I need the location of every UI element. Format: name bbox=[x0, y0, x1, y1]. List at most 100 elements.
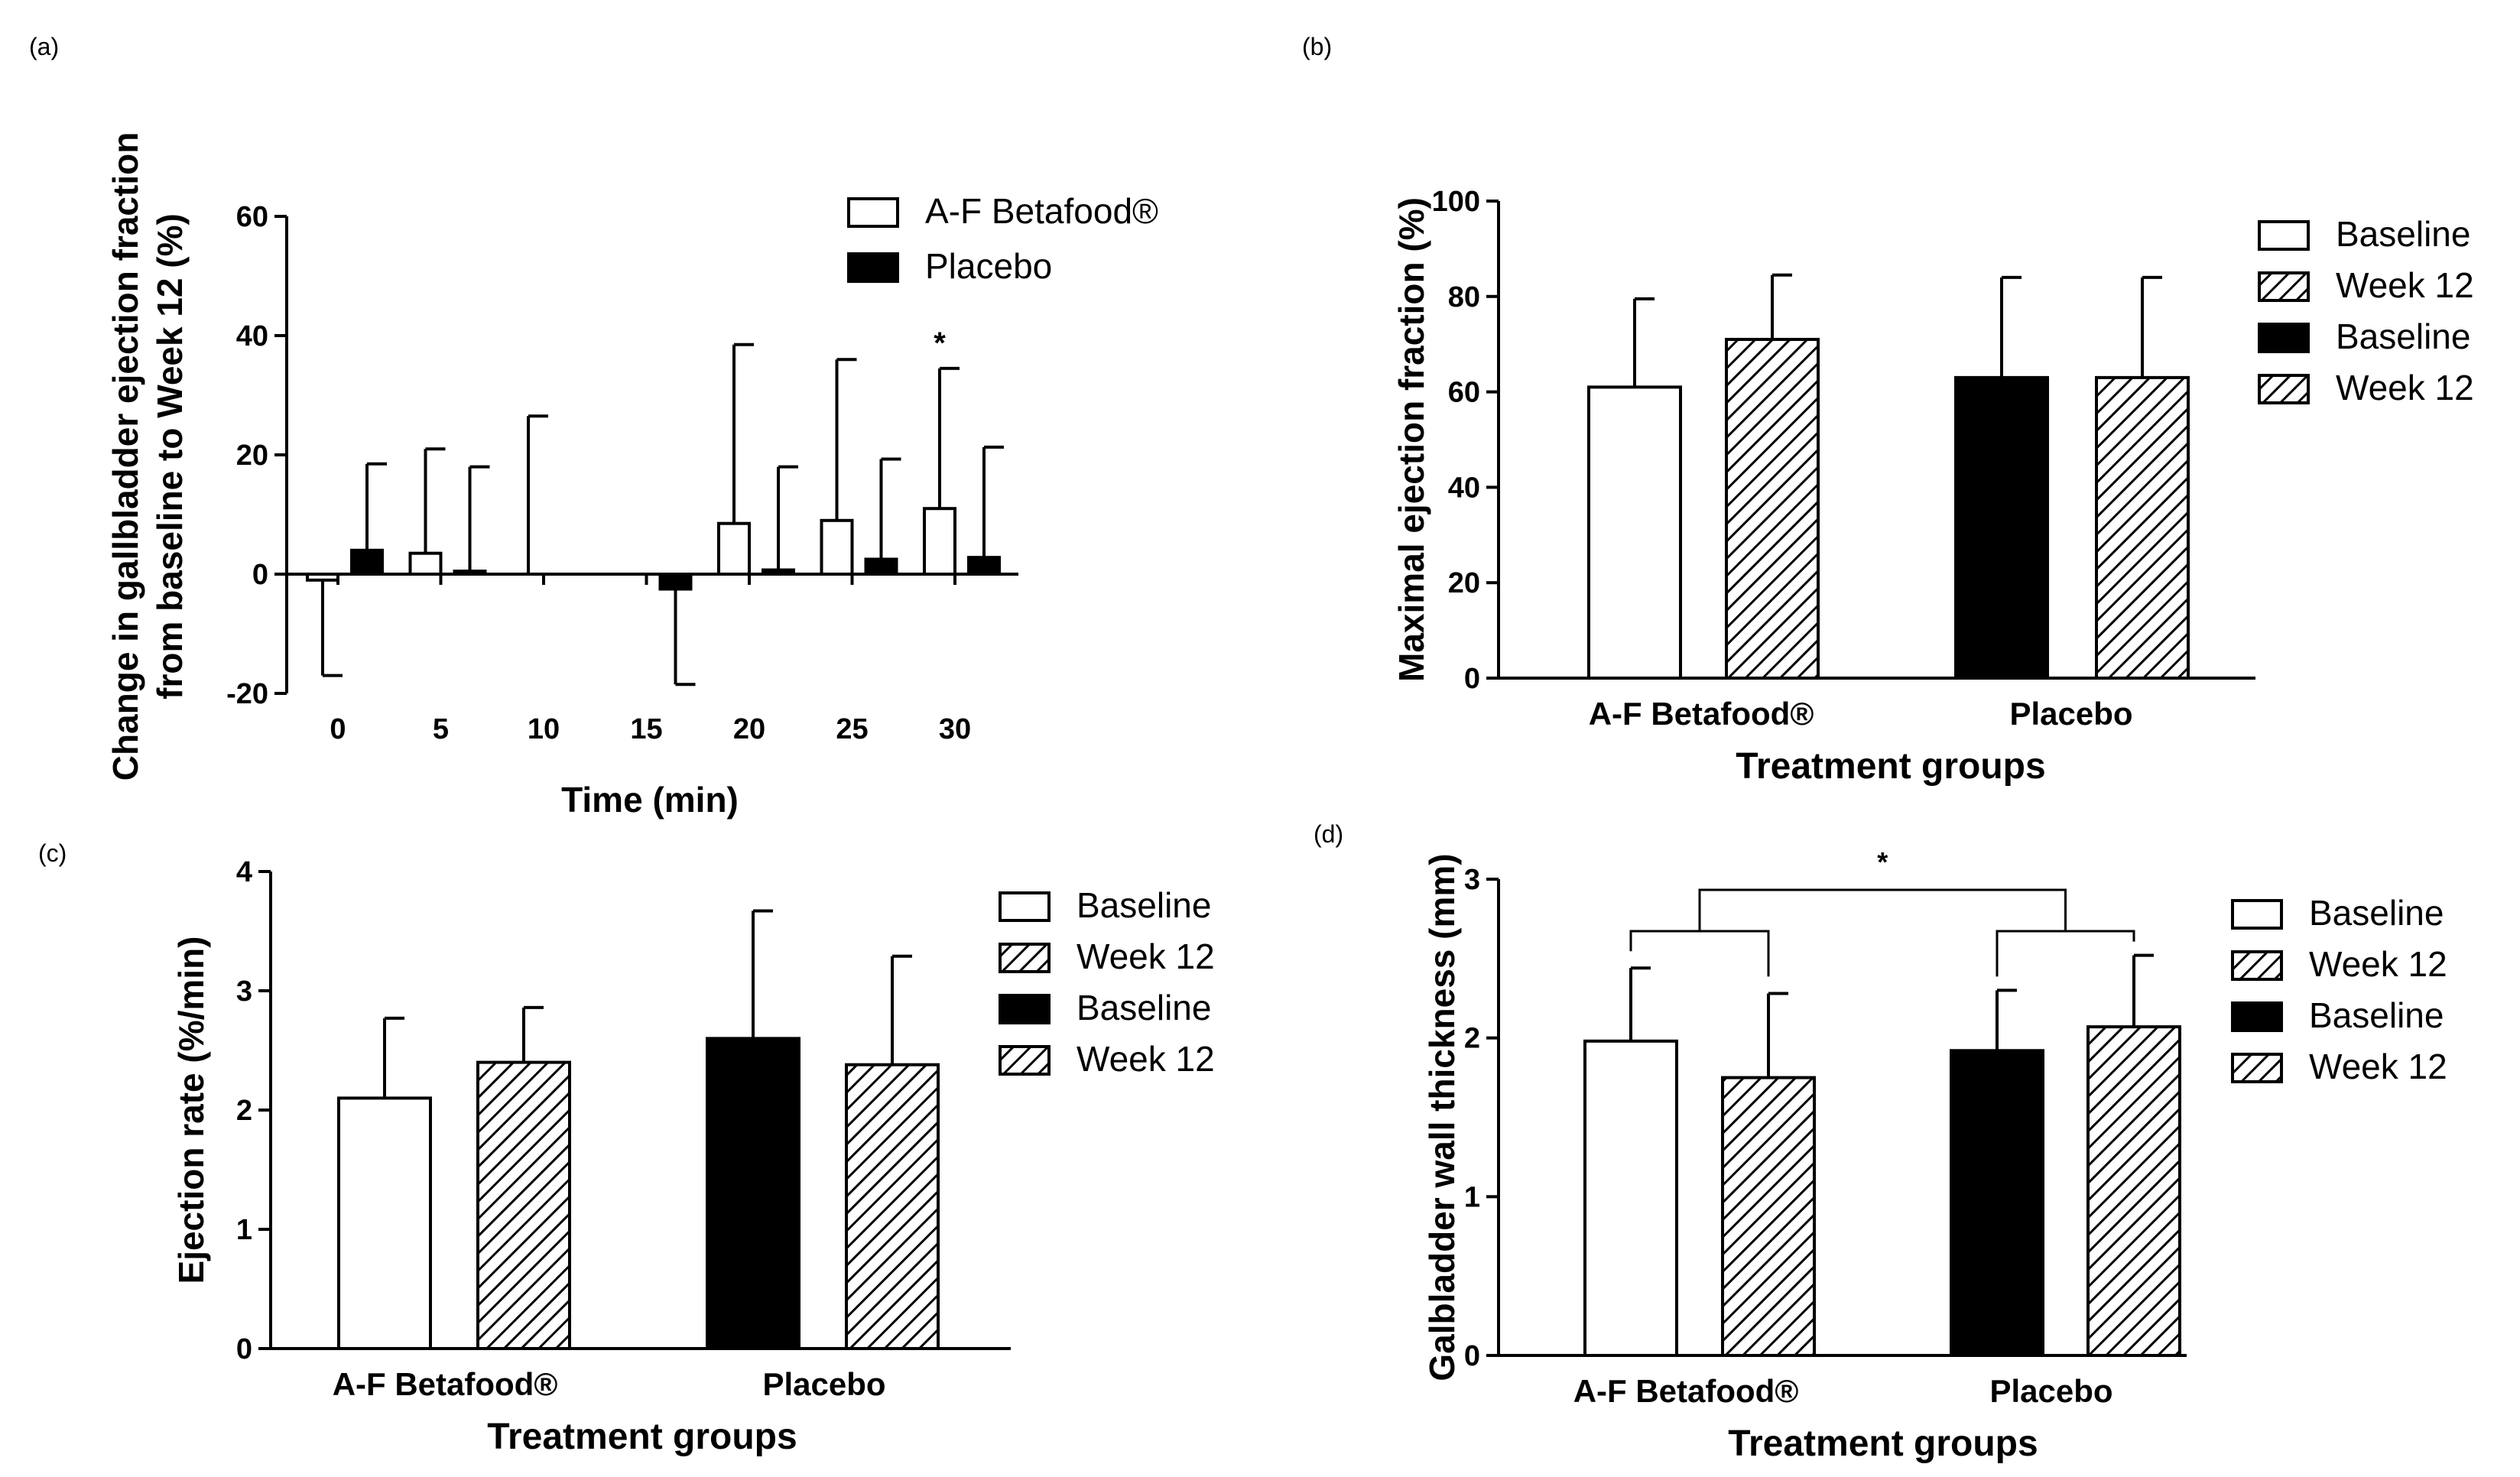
legend-swatch bbox=[2258, 271, 2310, 302]
significance-bracket bbox=[1629, 930, 1770, 977]
chart-c: 0 1 2 3 4 A-F Betafood® Placebo Treatment group… bbox=[171, 856, 1215, 1457]
x-category-label: A-F Betafood® bbox=[1589, 696, 1814, 732]
significance-star: * bbox=[1877, 846, 1888, 878]
legend-swatch bbox=[2231, 1053, 2283, 1083]
y-tick-label: 60 bbox=[236, 201, 268, 233]
significance-star: * bbox=[934, 326, 946, 360]
bar bbox=[453, 570, 487, 576]
y-tick-label: 100 bbox=[1432, 186, 1480, 218]
legend-swatch bbox=[2258, 374, 2310, 404]
legend-label: Week 12 bbox=[1077, 1039, 1215, 1079]
y-tick-label: 20 bbox=[1448, 567, 1480, 599]
legend-label: A-F Betafood® bbox=[925, 191, 1158, 231]
x-axis-title: Treatment groups bbox=[1728, 1423, 2038, 1464]
legend-label: Baseline bbox=[2336, 316, 2470, 356]
bar bbox=[706, 1037, 800, 1351]
legend-label: Baseline bbox=[1077, 988, 1211, 1027]
legend-label: Week 12 bbox=[2336, 265, 2474, 305]
bar bbox=[306, 573, 339, 582]
x-category-label: Placebo bbox=[762, 1366, 885, 1402]
x-tick-label: 20 bbox=[733, 713, 765, 745]
panel-b: (b) 0 20 40 60 80 100 A-F Betafood® Placebo Trea… bbox=[1302, 33, 2474, 787]
legend-swatch bbox=[999, 1045, 1051, 1076]
panel-label-a: (a) bbox=[29, 33, 59, 60]
bar bbox=[923, 507, 956, 576]
legend-label: Week 12 bbox=[1077, 937, 1215, 976]
significance-bracket bbox=[1996, 930, 2135, 977]
x-tick-label: 5 bbox=[433, 713, 449, 745]
y-tick-label: 0 bbox=[1464, 663, 1480, 695]
legend-label: Baseline bbox=[2336, 214, 2470, 254]
x-axis-title: Treatment groups bbox=[1736, 746, 2045, 787]
bar bbox=[350, 548, 384, 576]
chart-d: 0 1 2 3 A-F Betafood® Placebo Treatment groups… bbox=[1422, 846, 2447, 1464]
legend-swatch bbox=[847, 252, 899, 283]
x-tick-label: 0 bbox=[330, 713, 346, 745]
y-tick-label: 20 bbox=[236, 440, 268, 472]
y-tick-label: 40 bbox=[1448, 472, 1480, 504]
bar bbox=[2086, 1025, 2181, 1357]
legend-swatch bbox=[999, 891, 1051, 922]
y-tick-label: 0 bbox=[1464, 1340, 1480, 1372]
legend-swatch bbox=[999, 943, 1051, 973]
y-tick-label: 0 bbox=[236, 1333, 252, 1365]
legend-label: Baseline bbox=[2309, 893, 2444, 933]
x-category-label: Placebo bbox=[2009, 696, 2132, 732]
x-tick-label: 30 bbox=[939, 713, 971, 745]
bar bbox=[337, 1096, 432, 1351]
chart-a: -20 0 20 40 60 0 5 10 15 20 25 30 * Change in gallbla… bbox=[106, 132, 1158, 820]
y-axis-title: Maximal ejection fraction (%) bbox=[1392, 197, 1431, 682]
bar bbox=[717, 521, 751, 576]
legend-swatch bbox=[2258, 220, 2310, 251]
legend-label: Week 12 bbox=[2309, 944, 2447, 984]
y-axis-title: from baseline to Week 12 (%) bbox=[150, 213, 190, 700]
panel-label-c: (c) bbox=[38, 839, 67, 867]
panel-a: (a) -20 0 20 40 60 0 5 10 15 20 25 30 * Change in gal… bbox=[29, 33, 1158, 820]
bar bbox=[820, 518, 854, 576]
x-axis-title: Treatment groups bbox=[487, 1417, 797, 1457]
chart-b: 0 20 40 60 80 100 A-F Betafood® Placebo Treatmen… bbox=[1392, 186, 2474, 787]
legend-swatch bbox=[2258, 323, 2310, 353]
bar bbox=[1725, 337, 1820, 680]
bar bbox=[1587, 385, 1682, 680]
y-tick-label: 3 bbox=[236, 975, 252, 1008]
bar bbox=[1954, 375, 2049, 680]
legend-label: Baseline bbox=[2309, 995, 2444, 1035]
x-axis-title: Time (min) bbox=[561, 780, 739, 820]
legend-swatch bbox=[2231, 899, 2283, 930]
bar bbox=[1583, 1039, 1678, 1357]
x-category-label: A-F Betafood® bbox=[333, 1366, 558, 1402]
bar bbox=[2095, 375, 2190, 680]
x-category-label: A-F Betafood® bbox=[1573, 1373, 1799, 1409]
panel-label-b: (b) bbox=[1302, 33, 1332, 60]
panel-d: (d) 0 1 2 3 A-F Betafood® Placebo Treatment gr… bbox=[1314, 820, 2447, 1464]
y-tick-label: 2 bbox=[1464, 1023, 1480, 1055]
y-tick-label: 40 bbox=[236, 320, 268, 352]
bar bbox=[1950, 1049, 2044, 1358]
significance-bracket bbox=[1698, 888, 2067, 931]
legend-label: Placebo bbox=[925, 246, 1052, 286]
bar bbox=[845, 1063, 940, 1350]
y-tick-label: 60 bbox=[1448, 377, 1480, 409]
y-axis-title: Galbladder wall thickness (mm) bbox=[1422, 853, 1462, 1381]
x-category-label: Placebo bbox=[1989, 1373, 2112, 1409]
legend-label: Baseline bbox=[1077, 885, 1211, 925]
panel-c: (c) 0 1 2 3 4 A-F Betafood® Placebo Treatment g… bbox=[38, 839, 1215, 1457]
legend-swatch bbox=[999, 994, 1051, 1024]
y-tick-label: 0 bbox=[252, 559, 268, 591]
panel-label-d: (d) bbox=[1314, 820, 1343, 848]
bar bbox=[408, 551, 443, 576]
legend-swatch bbox=[2231, 950, 2283, 981]
y-tick-label: 3 bbox=[1464, 864, 1480, 896]
x-tick-label: 25 bbox=[836, 713, 868, 745]
bar bbox=[658, 573, 693, 591]
bar bbox=[762, 568, 795, 576]
y-tick-label: 80 bbox=[1448, 281, 1480, 313]
bar bbox=[476, 1060, 571, 1350]
bar bbox=[864, 557, 898, 576]
y-tick-label: -20 bbox=[226, 678, 268, 710]
bar bbox=[967, 556, 1001, 576]
bar bbox=[1721, 1076, 1816, 1358]
legend-label: Week 12 bbox=[2309, 1047, 2447, 1086]
